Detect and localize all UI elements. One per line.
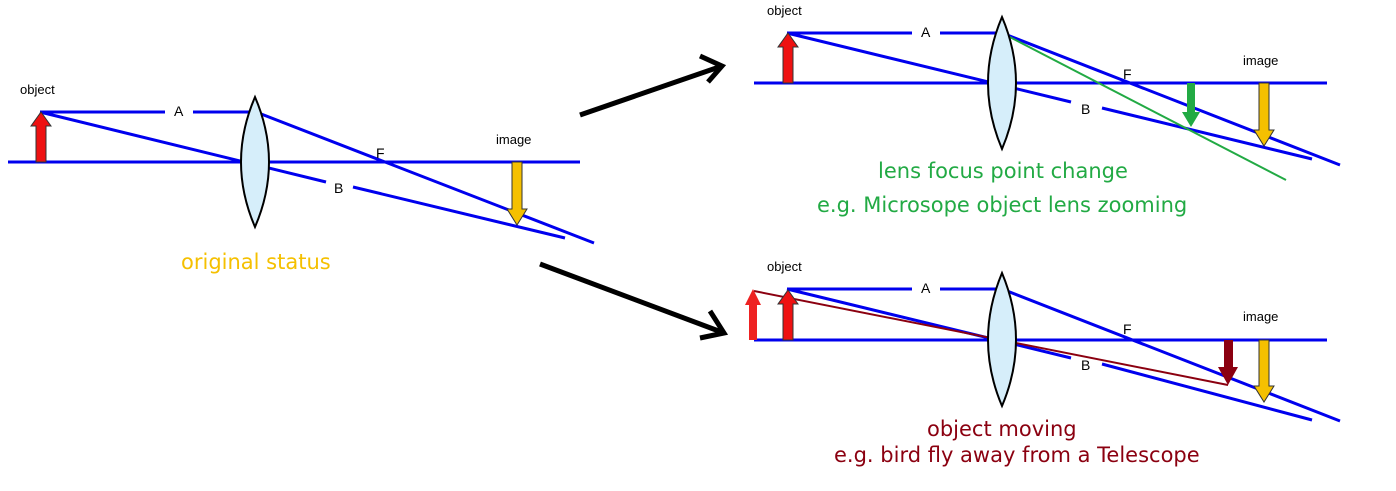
focus-change-caption: lens focus point change (878, 159, 1128, 183)
focus-label: F (376, 145, 385, 161)
lens (987, 270, 1017, 409)
ray-b-label: B (334, 180, 343, 196)
new-image-arrow (1182, 83, 1200, 127)
original-status-caption: original status (181, 250, 331, 274)
ray-a-refracted (255, 110, 595, 245)
object-label: object (767, 259, 802, 274)
ray-b-label: B (1081, 101, 1090, 117)
ray-b-segment (1101, 362, 1313, 422)
panel-original: object image A B F (8, 82, 595, 245)
transition-arrow-down (539, 261, 729, 341)
ray-a-refracted (1001, 31, 1341, 167)
object-arrow (777, 32, 799, 84)
ray-b-segment (786, 31, 1072, 104)
image-label: image (1243, 53, 1278, 68)
transition-arrow-up (579, 53, 727, 118)
focus-label: F (1123, 321, 1132, 337)
ray-a-refracted (1001, 287, 1341, 423)
focus-change-example: e.g. Microsope object lens zooming (817, 193, 1188, 217)
object-label: object (767, 3, 802, 18)
object-moving-example: e.g. bird fly away from a Telescope (834, 443, 1200, 467)
object-label: object (20, 82, 55, 97)
image-arrow (1253, 339, 1275, 403)
ray-b-segment (39, 110, 327, 184)
ray-b-segment (352, 185, 566, 240)
ray-a-label: A (174, 103, 184, 119)
object-moving-caption: object moving (927, 417, 1077, 441)
focus-label: F (1123, 66, 1132, 82)
object-arrow (777, 289, 799, 341)
image-arrow (1253, 82, 1275, 147)
ray-a-label: A (921, 24, 931, 40)
ray-b-segment (1101, 106, 1313, 161)
image-arrow (506, 161, 528, 226)
object-arrow (30, 111, 52, 163)
lens (240, 94, 270, 230)
image-label: image (496, 132, 531, 147)
panel-focus-change: object image A B F (754, 3, 1341, 181)
new-image-arrow (1218, 340, 1238, 385)
image-label: image (1243, 309, 1278, 324)
ray-b-segment (786, 287, 1072, 360)
ray-a-label: A (921, 280, 931, 296)
green-refracted-ray (1001, 32, 1287, 181)
moved-object-arrow (745, 289, 761, 340)
lens (987, 14, 1017, 152)
panel-object-moving: object image A B F (745, 259, 1341, 423)
ray-b-label: B (1081, 357, 1090, 373)
